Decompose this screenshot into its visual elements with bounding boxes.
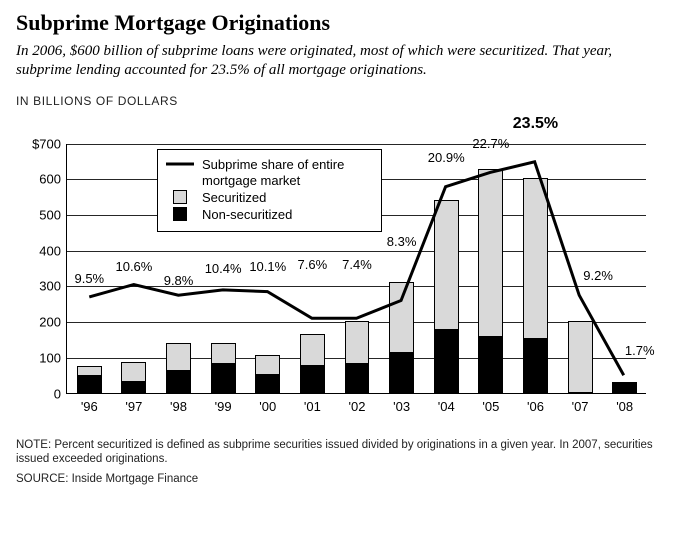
x-tick-label: '96 xyxy=(81,393,98,414)
bar-nonsecuritized xyxy=(77,376,102,392)
line-swatch xyxy=(166,157,194,171)
legend-line-label: Subprime share of entire mortgage market xyxy=(202,157,373,190)
bar-securitized xyxy=(121,362,146,382)
bar-securitized xyxy=(255,355,280,375)
page: Subprime Mortgage Originations In 2006, … xyxy=(0,0,684,552)
x-tick-label: '08 xyxy=(616,393,633,414)
legend-nonsecuritized: Non-securitized xyxy=(166,207,373,223)
legend-nonsecuritized-label: Non-securitized xyxy=(202,207,292,223)
bar-nonsecuritized xyxy=(478,337,503,392)
bar-slot: '06 xyxy=(523,144,548,393)
pct-label: 9.2% xyxy=(583,268,613,283)
bar-nonsecuritized xyxy=(300,366,325,393)
y-tick-label: 600 xyxy=(39,172,67,187)
bar-nonsecuritized xyxy=(612,382,637,393)
bar-slot: '03 xyxy=(389,144,414,393)
y-tick-label: 0 xyxy=(54,386,67,401)
pct-label: 10.1% xyxy=(249,259,286,274)
bar-nonsecuritized xyxy=(255,375,280,393)
securitized-swatch xyxy=(173,190,187,204)
legend-securitized: Securitized xyxy=(166,190,373,206)
x-tick-label: '07 xyxy=(572,393,589,414)
bar-securitized xyxy=(211,343,236,364)
bar-securitized xyxy=(389,282,414,353)
bar-slot: '96 xyxy=(77,144,102,393)
pct-label: 20.9% xyxy=(428,150,465,165)
bar-slot: '05 xyxy=(478,144,503,393)
bar-securitized xyxy=(434,200,459,330)
pct-label: 10.6% xyxy=(115,259,152,274)
x-tick-label: '04 xyxy=(438,393,455,414)
bar-securitized xyxy=(345,321,370,364)
x-tick-label: '97 xyxy=(125,393,142,414)
pct-label: 10.4% xyxy=(205,261,242,276)
y-axis-caption: IN BILLIONS OF DOLLARS xyxy=(16,94,668,108)
y-tick-label: 500 xyxy=(39,207,67,222)
y-tick-label: 100 xyxy=(39,350,67,365)
pct-label: 7.6% xyxy=(298,257,328,272)
nonsecuritized-swatch xyxy=(173,207,187,221)
legend-line: Subprime share of entire mortgage market xyxy=(166,157,373,190)
pct-label-peak: 23.5% xyxy=(513,115,558,133)
x-tick-label: '05 xyxy=(482,393,499,414)
bar-nonsecuritized xyxy=(434,330,459,393)
chart-title: Subprime Mortgage Originations xyxy=(16,10,668,36)
x-tick-label: '06 xyxy=(527,393,544,414)
bar-securitized xyxy=(523,178,548,339)
x-tick-label: '00 xyxy=(259,393,276,414)
source: SOURCE: Inside Mortgage Finance xyxy=(16,473,668,485)
y-tick-label: 400 xyxy=(39,243,67,258)
bar-nonsecuritized xyxy=(121,382,146,393)
bar-securitized xyxy=(77,366,102,377)
x-tick-label: '03 xyxy=(393,393,410,414)
legend-securitized-label: Securitized xyxy=(202,190,266,206)
y-tick-label: $700 xyxy=(32,136,67,151)
pct-label: 7.4% xyxy=(342,257,372,272)
bar-nonsecuritized xyxy=(166,371,191,392)
y-tick-label: 300 xyxy=(39,279,67,294)
bar-nonsecuritized xyxy=(345,364,370,393)
pct-label: 9.5% xyxy=(74,271,104,286)
bar-nonsecuritized xyxy=(211,364,236,393)
x-tick-label: '99 xyxy=(215,393,232,414)
pct-label: 9.8% xyxy=(164,273,194,288)
x-tick-label: '02 xyxy=(349,393,366,414)
x-tick-label: '01 xyxy=(304,393,321,414)
bar-securitized xyxy=(478,169,503,337)
bar-securitized xyxy=(300,334,325,366)
plot-area: Subprime share of entire mortgage market… xyxy=(66,144,646,394)
note: NOTE: Percent securitized is defined as … xyxy=(16,438,656,468)
bar-securitized xyxy=(568,321,593,392)
chart: Subprime share of entire mortgage market… xyxy=(16,114,656,434)
chart-subtitle: In 2006, $600 billion of subprime loans … xyxy=(16,42,656,80)
pct-label: 8.3% xyxy=(387,234,417,249)
y-tick-label: 200 xyxy=(39,315,67,330)
bar-securitized xyxy=(166,343,191,372)
bar-nonsecuritized xyxy=(523,339,548,393)
pct-label: 1.7% xyxy=(625,343,655,358)
bar-nonsecuritized xyxy=(389,353,414,392)
x-tick-label: '98 xyxy=(170,393,187,414)
bar-slot: '04 xyxy=(434,144,459,393)
pct-label: 22.7% xyxy=(472,136,509,151)
legend: Subprime share of entire mortgage market… xyxy=(157,149,382,232)
